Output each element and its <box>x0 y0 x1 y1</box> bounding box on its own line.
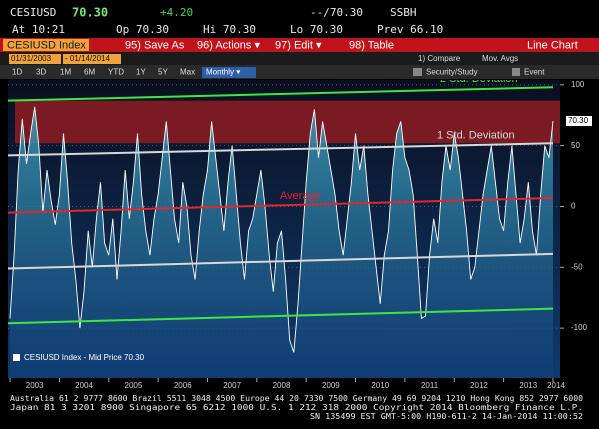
toolbar-button[interactable]: 96) Actions ▾ <box>197 39 260 51</box>
period-button[interactable]: YTD <box>108 68 124 77</box>
x-tick-label: 2007 <box>223 381 241 390</box>
y-tick-label: 50 <box>571 141 580 150</box>
frequency-box[interactable] <box>202 67 256 78</box>
line-label: 2 Std. Deviation <box>440 73 518 85</box>
last-value-label: 70.30 <box>568 116 589 125</box>
period-row <box>0 65 599 79</box>
x-tick-label: 2011 <box>421 381 439 390</box>
x-tick-label: 2004 <box>75 381 93 390</box>
toolbar-buttons: 95) Save As 96) Actions ▾ 97) Edit ▾ 98) Ta… <box>125 39 394 51</box>
period-button[interactable]: 1D <box>12 68 22 77</box>
plot: 2 Std. Deviation 1 Std. Deviation Average <box>8 73 560 378</box>
prev-close: Prev 66.10 <box>377 23 443 36</box>
last-price: 70.30 <box>72 6 108 20</box>
period-button[interactable]: 1M <box>60 68 71 77</box>
series-line <box>9 106 554 353</box>
event-icon <box>512 68 520 76</box>
y-tick-label: -100 <box>571 323 588 332</box>
y-tick-label: -50 <box>571 262 583 271</box>
x-tick-label: 2010 <box>371 381 389 390</box>
period-button[interactable]: 1Y <box>136 68 146 77</box>
highlight-band <box>15 100 560 144</box>
period-button[interactable]: 3D <box>36 68 46 77</box>
frequency: Monthly ▾ <box>206 68 240 77</box>
x-tick-label: 2008 <box>273 381 291 390</box>
end-date: - 01/14/2014 <box>65 54 110 63</box>
mov-avgs[interactable]: Mov. Avgs <box>482 54 518 63</box>
source: SSBH <box>390 6 417 19</box>
period-button[interactable]: 5Y <box>158 68 168 77</box>
footer-line: SN 135499 EST GMT-5:00 H190-611-2 14-Jan… <box>310 412 583 421</box>
x-tick-label: 2014 <box>547 381 565 390</box>
study[interactable]: Security/Study <box>426 68 478 77</box>
line-label: Average <box>280 190 321 202</box>
security-name: CESIUSD Index <box>7 39 86 51</box>
low: Lo 70.30 <box>290 23 343 36</box>
security-box[interactable] <box>3 39 89 51</box>
compare[interactable]: 1) Compare <box>418 54 461 63</box>
time: At 10:21 <box>12 23 65 36</box>
footer: Australia 61 2 9777 8600 Brazil 5511 304… <box>10 394 584 421</box>
start-field[interactable] <box>9 54 61 64</box>
price-change: +4.20 <box>160 6 193 19</box>
x-axis-bar <box>0 378 599 392</box>
legend-swatch <box>13 354 20 361</box>
deviation-line <box>8 86 554 102</box>
high: Hi 70.30 <box>203 23 256 36</box>
deviation-line <box>8 196 554 214</box>
x-tick-label: 2012 <box>470 381 488 390</box>
open: Op 70.30 <box>116 23 169 36</box>
x-tick-label: 2009 <box>322 381 340 390</box>
period-button[interactable]: Max <box>180 68 195 77</box>
y-tick-label: 0 <box>571 202 576 211</box>
toolbar-button[interactable]: 95) Save As <box>125 39 185 51</box>
x-tick-label: 2013 <box>519 381 537 390</box>
period-button[interactable]: 6M <box>84 68 95 77</box>
bid-ask: --/70.30 <box>310 6 363 19</box>
end-field[interactable] <box>63 54 121 64</box>
series-area <box>10 106 553 378</box>
toolbar <box>0 38 599 52</box>
range-row <box>0 52 599 65</box>
study-icon <box>413 68 422 76</box>
ticker: CESIUSD <box>10 6 56 19</box>
start-date: 01/31/2003 <box>11 54 52 63</box>
line-label: 1 Std. Deviation <box>437 130 515 142</box>
y-tick-label: 100 <box>571 80 585 89</box>
last-value-box <box>566 115 592 126</box>
deviation-line <box>8 142 554 157</box>
footer-line: Japan 81 3 3201 8900 Singapore 65 6212 1… <box>10 403 583 412</box>
x-tick-label: 2005 <box>125 381 143 390</box>
axes: -100 -50 0 50 100 2003 2004 2005 2006 2007 2008 200… <box>0 80 599 392</box>
footer-line: Australia 61 2 9777 8600 Brazil 5511 304… <box>10 394 584 403</box>
x-tick-label: 2006 <box>174 381 192 390</box>
view-name: Line Chart <box>527 39 578 51</box>
toolbar-button[interactable]: 98) Table <box>349 39 394 51</box>
legend-label: CESIUSD Index - Mid Price 70.30 <box>24 353 145 362</box>
period-buttons: 1D 3D 1M 6M YTD 1Y 5Y Max <box>12 68 195 77</box>
x-tick-label: 2003 <box>26 381 44 390</box>
deviation-line <box>8 252 554 270</box>
deviation-line <box>8 307 554 325</box>
event[interactable]: Event <box>524 68 545 77</box>
toolbar-button[interactable]: 97) Edit ▾ <box>275 39 322 51</box>
